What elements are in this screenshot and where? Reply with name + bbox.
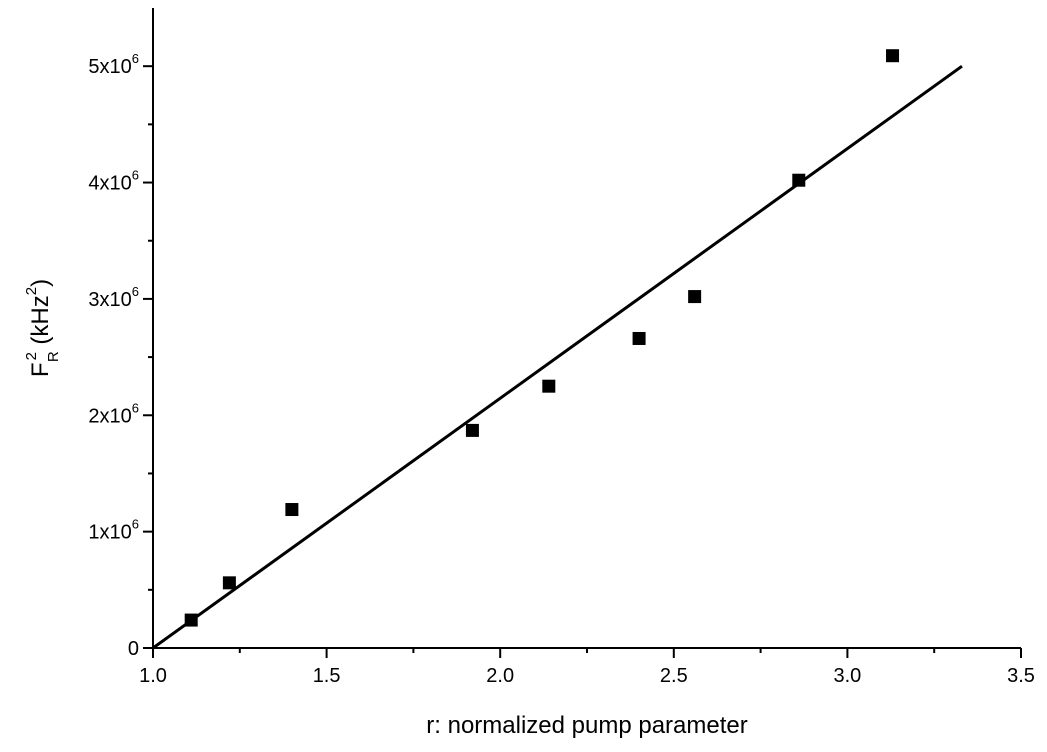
y-tick-label-base: 2x10 [88, 405, 131, 427]
y-tick-label-base: 3x10 [88, 289, 131, 311]
x-tick-label: 2.0 [486, 665, 514, 687]
fit-line [152, 64, 963, 650]
y-tick-label: 4x106 [88, 168, 139, 195]
data-point [792, 173, 806, 187]
x-tick-label: 1.0 [139, 665, 167, 687]
x-tick-label: 1.5 [313, 665, 341, 687]
data-point [542, 379, 556, 393]
y-axis-label-units-prefix: (kHz [27, 295, 54, 351]
data-point [465, 423, 479, 437]
data-point [632, 331, 646, 345]
data-point [886, 49, 900, 63]
x-tick-label: 3.5 [1007, 665, 1035, 687]
data-point [222, 576, 236, 590]
y-axis-label-group: F2 R (kHz2) [23, 279, 62, 377]
x-axis-label: r: normalized pump parameter [426, 712, 747, 739]
y-axis-label-sub: R [45, 351, 62, 362]
data-point [285, 503, 299, 517]
y-tick-label-base: 4x10 [88, 173, 131, 195]
y-tick-label-exp: 6 [132, 168, 139, 183]
y-tick-label-base: 5x10 [88, 56, 131, 78]
y-tick-label: 0 [128, 638, 139, 660]
x-tick-label: 3.0 [833, 665, 861, 687]
y-axis-label: F2 R (kHz2) [23, 279, 62, 377]
axes [152, 8, 1021, 649]
y-tick-label-base: 0 [128, 638, 139, 660]
y-tick-label-exp: 6 [132, 51, 139, 66]
y-tick-label: 5x106 [88, 51, 139, 78]
y-axis-label-base: F [27, 362, 54, 377]
fit-line-group [152, 64, 963, 650]
y-axis-label-units-suffix: ) [27, 279, 54, 287]
y-tick-label-exp: 6 [132, 400, 139, 415]
data-point [688, 290, 702, 304]
y-tick-label: 1x106 [88, 517, 139, 544]
data-point [184, 613, 198, 627]
data-points [184, 49, 900, 627]
y-tick-label-exp: 6 [132, 517, 139, 532]
ticks: 1.0 1.5 2.0 2.5 3.0 3.501x1062x1063x1064x1065… [88, 51, 1035, 687]
y-tick-label-exp: 6 [132, 284, 139, 299]
y-axis-label-sup: 2 [23, 352, 40, 360]
y-axis-label-units-sup: 2 [23, 287, 40, 295]
y-tick-label: 3x106 [88, 284, 139, 311]
x-tick-label: 2.5 [660, 665, 688, 687]
y-tick-label-base: 1x10 [88, 522, 131, 544]
y-tick-label: 2x106 [88, 400, 139, 427]
